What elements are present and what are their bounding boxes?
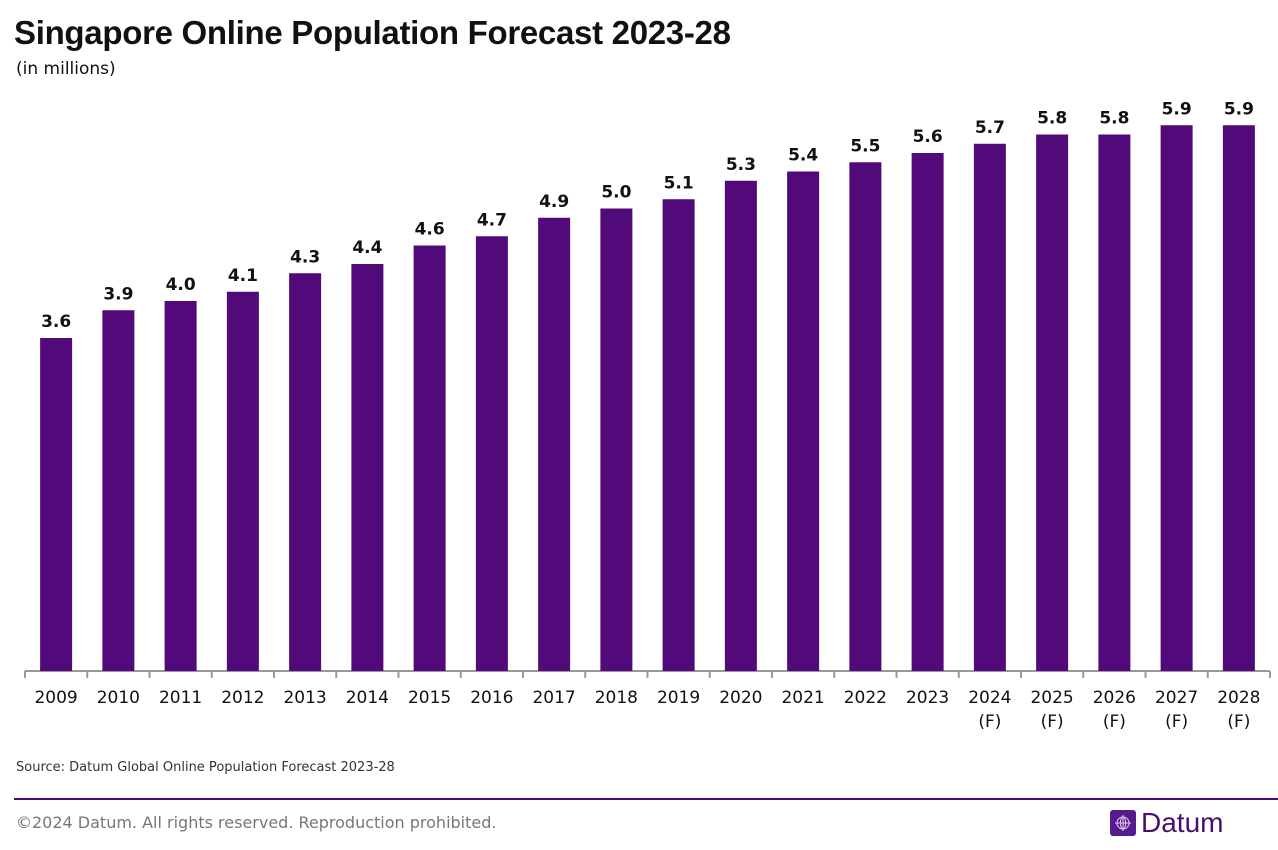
data-label: 4.7 [477, 210, 507, 230]
bar-7 [475, 236, 508, 671]
source-note: Source: Datum Global Online Population F… [16, 760, 395, 775]
x-tick-label: 2010 [97, 688, 140, 708]
data-label: 5.3 [726, 155, 756, 175]
x-tick-label: 2022 [844, 688, 887, 708]
bar-4 [289, 273, 322, 671]
bar-chart: 3.6 2009 3.9 2010 4.0 2011 4.1 2012 4.3 2013 4.4 20… [24, 99, 1271, 732]
bar-12 [787, 171, 820, 671]
x-tick-label: 2015 [408, 688, 451, 708]
bar-16 [1036, 134, 1069, 671]
data-label: 3.6 [41, 312, 71, 332]
footer-divider [14, 798, 1278, 800]
data-label: 3.9 [103, 284, 133, 304]
bar-17 [1098, 134, 1131, 671]
data-label: 4.0 [166, 275, 196, 295]
bar-8 [538, 217, 571, 671]
x-tick-label: 2017 [532, 688, 575, 708]
bar-13 [849, 162, 882, 671]
x-tick-label: 2013 [283, 688, 326, 708]
data-label: 5.6 [913, 127, 943, 147]
bar-5 [351, 264, 384, 671]
bar-10 [662, 199, 695, 671]
bar-14 [911, 153, 944, 671]
x-tick-label: 2011 [159, 688, 202, 708]
x-tick-label: 2016 [470, 688, 513, 708]
bar-6 [413, 245, 446, 671]
bar-1 [102, 310, 135, 671]
bar-11 [724, 180, 757, 671]
data-label: 5.1 [664, 173, 694, 193]
x-tick-label: 2026 (F) [1093, 688, 1136, 732]
x-tick-label: 2024 (F) [968, 688, 1011, 732]
bar-0 [40, 338, 73, 671]
logo-text: Datum [1141, 807, 1224, 838]
data-label: 5.5 [850, 136, 880, 156]
datum-logo: Datum [1110, 807, 1223, 839]
data-label: 5.7 [975, 118, 1005, 138]
x-tick-label: 2012 [221, 688, 264, 708]
x-tick-label: 2021 [781, 688, 824, 708]
globe-icon [1110, 810, 1136, 836]
x-tick-label: 2027 (F) [1155, 688, 1198, 732]
bar-19 [1222, 125, 1255, 671]
x-tick-label: 2018 [595, 688, 638, 708]
x-tick-label: 2025 (F) [1030, 688, 1073, 732]
data-label: 5.9 [1162, 99, 1192, 119]
x-tick-label: 2020 [719, 688, 762, 708]
bar-3 [226, 291, 259, 671]
data-label: 5.9 [1224, 99, 1254, 119]
data-label: 4.4 [352, 238, 382, 258]
x-tick-label: 2019 [657, 688, 700, 708]
x-tick-label: 2009 [34, 688, 77, 708]
data-label: 5.8 [1099, 109, 1129, 129]
data-label: 4.3 [290, 247, 320, 267]
x-tick-label: 2023 [906, 688, 949, 708]
data-label: 5.4 [788, 146, 818, 166]
chart-title: Singapore Online Population Forecast 202… [14, 14, 731, 51]
copyright-text: ©2024 Datum. All rights reserved. Reprod… [16, 813, 497, 832]
x-tick-label: 2014 [346, 688, 389, 708]
bar-15 [973, 143, 1006, 671]
data-label: 5.0 [601, 183, 631, 203]
chart-subtitle: (in millions) [16, 59, 116, 79]
bar-18 [1160, 125, 1193, 671]
data-label: 4.6 [415, 220, 445, 240]
data-label: 4.1 [228, 266, 258, 286]
bar-2 [164, 301, 197, 671]
data-label: 5.8 [1037, 109, 1067, 129]
bar-9 [600, 208, 633, 671]
x-tick-label: 2028 (F) [1217, 688, 1260, 732]
data-label: 4.9 [539, 192, 569, 212]
